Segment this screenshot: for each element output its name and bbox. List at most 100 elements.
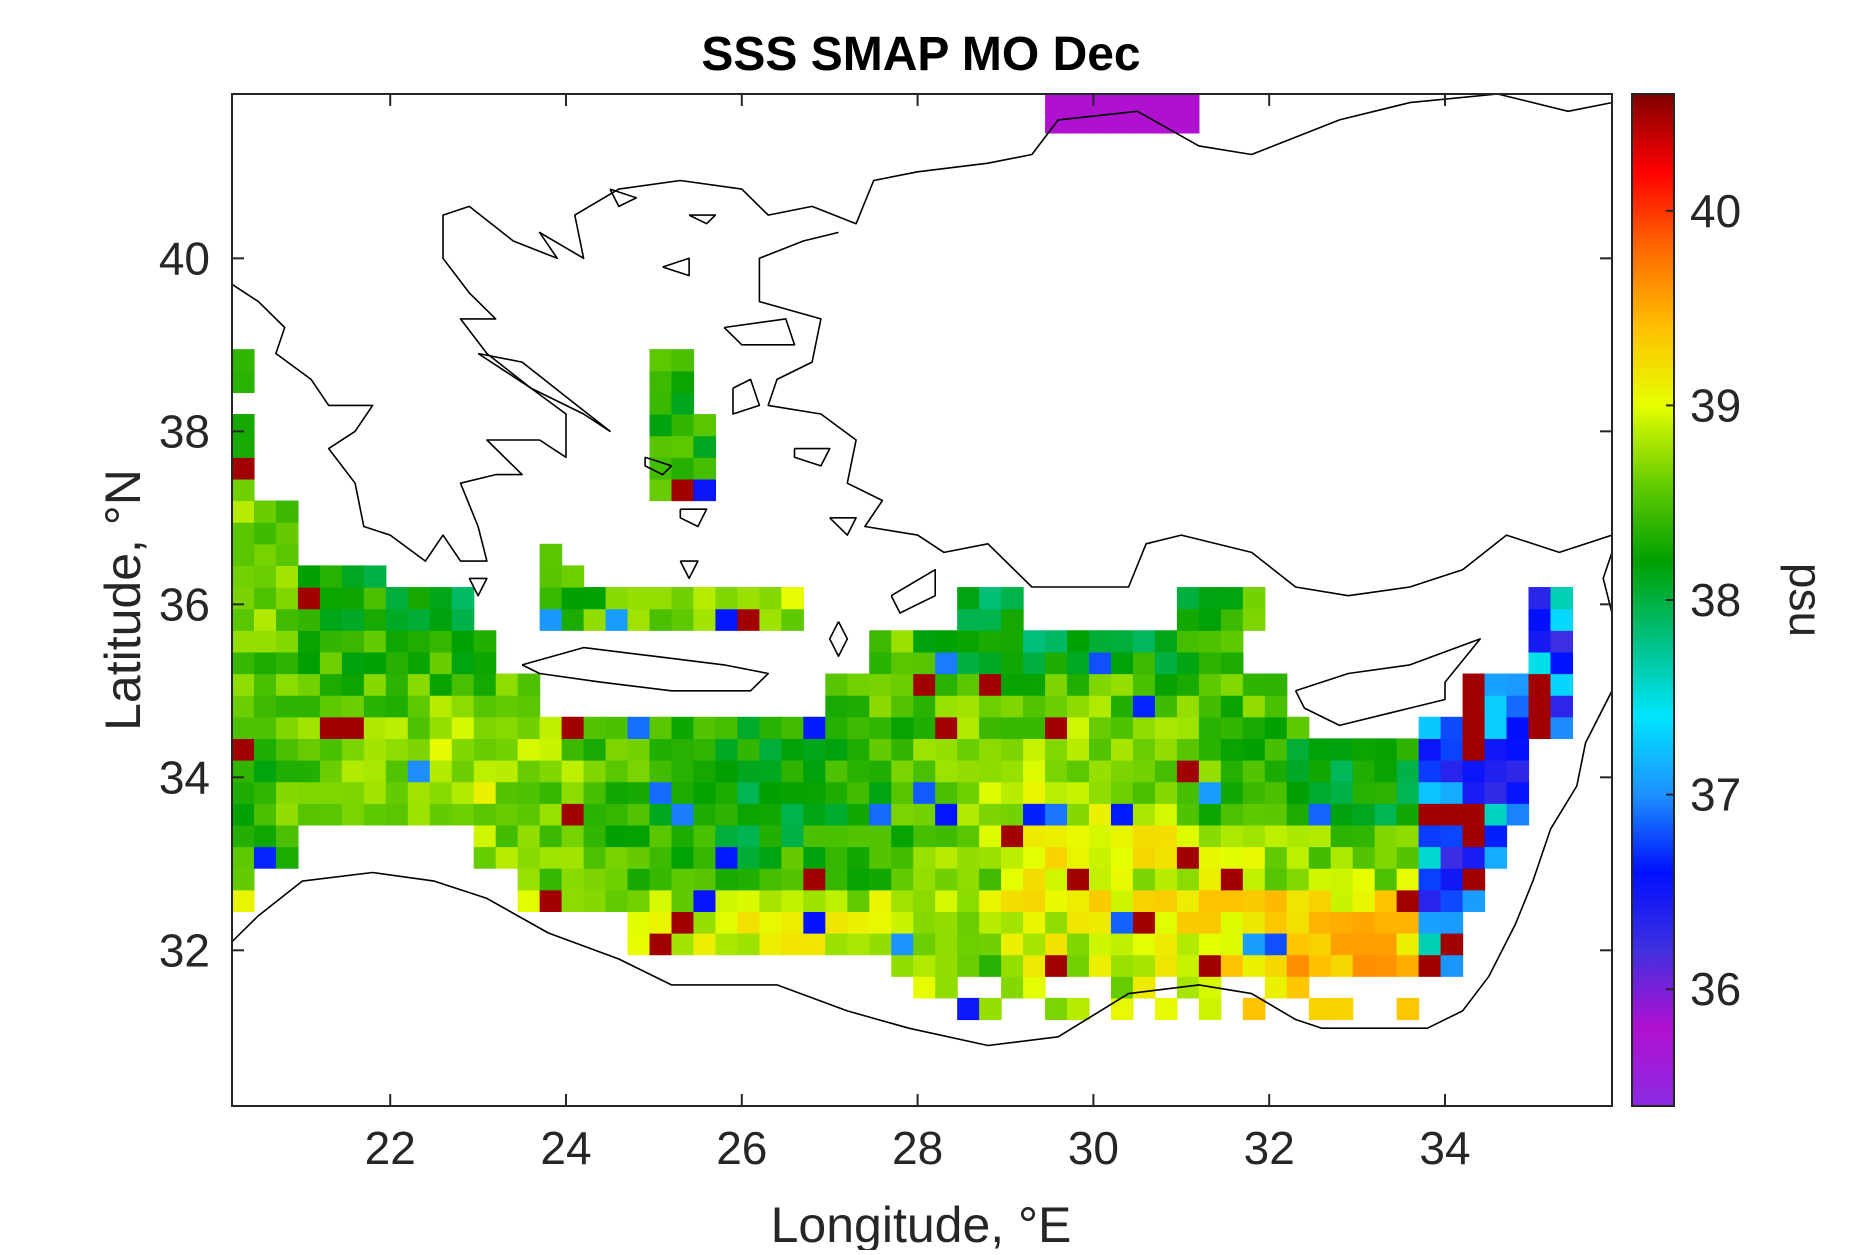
- salinity-cell: [979, 911, 1002, 934]
- salinity-cell: [759, 824, 782, 848]
- salinity-cell: [363, 651, 387, 675]
- salinity-cell: [363, 738, 387, 761]
- salinity-cell: [671, 760, 695, 783]
- coastline-segment: [793, 447, 831, 467]
- salinity-cell: [1089, 954, 1112, 977]
- salinity-cell: [451, 695, 475, 718]
- salinity-cell: [935, 630, 958, 653]
- salinity-cell: [1132, 738, 1156, 761]
- salinity-cell: [1154, 760, 1178, 783]
- salinity-cell: [1023, 738, 1046, 761]
- salinity-cell: [1110, 760, 1134, 783]
- salinity-cell: [1286, 976, 1310, 999]
- salinity-cell: [693, 933, 717, 956]
- salinity-cell: [803, 868, 826, 891]
- salinity-cell: [473, 695, 497, 718]
- salinity-cell: [913, 630, 936, 653]
- salinity-cell: [341, 760, 365, 783]
- salinity-cell: [1110, 976, 1134, 999]
- salinity-cell: [847, 673, 870, 696]
- salinity-cell: [385, 651, 409, 675]
- salinity-cell: [232, 435, 255, 458]
- salinity-cell: [1132, 846, 1156, 869]
- salinity-cell: [275, 803, 299, 826]
- coastline-segment: [609, 188, 638, 208]
- salinity-cell: [1001, 846, 1024, 869]
- salinity-cell: [715, 824, 739, 848]
- salinity-cell: [1067, 94, 1090, 112]
- salinity-cell: [1023, 976, 1046, 999]
- salinity-cell: [1264, 889, 1288, 912]
- salinity-cell: [913, 846, 936, 869]
- salinity-cell: [957, 760, 980, 783]
- salinity-cell: [957, 889, 980, 912]
- salinity-cell: [1089, 695, 1112, 718]
- salinity-cell: [232, 803, 255, 826]
- salinity-cell: [847, 824, 870, 848]
- salinity-cell: [693, 738, 717, 761]
- salinity-cell: [1220, 608, 1244, 631]
- salinity-cell: [1330, 911, 1354, 934]
- salinity-cell: [869, 651, 892, 675]
- salinity-cell: [253, 760, 277, 783]
- salinity-cell: [232, 630, 255, 653]
- salinity-cell: [495, 738, 519, 761]
- salinity-cell: [275, 543, 299, 566]
- salinity-cell: [539, 846, 563, 869]
- salinity-cell: [253, 565, 277, 588]
- salinity-cell: [979, 954, 1002, 977]
- salinity-cell: [495, 824, 519, 848]
- salinity-cell: [1242, 587, 1266, 610]
- salinity-cell: [1001, 651, 1024, 675]
- salinity-cell: [693, 435, 717, 458]
- salinity-cell: [1089, 94, 1112, 112]
- salinity-cell: [583, 803, 607, 826]
- salinity-cell: [1198, 803, 1222, 826]
- salinity-cell: [539, 587, 563, 610]
- salinity-cell: [737, 803, 760, 826]
- salinity-cell: [935, 695, 958, 718]
- salinity-cell: [473, 738, 497, 761]
- salinity-cell: [1023, 716, 1046, 739]
- salinity-cell: [1132, 781, 1156, 804]
- salinity-cell: [869, 673, 892, 696]
- salinity-cell: [517, 673, 541, 696]
- salinity-cell: [1176, 673, 1200, 696]
- salinity-cell: [517, 760, 541, 783]
- salinity-cell: [935, 954, 958, 977]
- salinity-cell: [473, 716, 497, 739]
- salinity-cell: [407, 587, 431, 610]
- salinity-cell: [583, 824, 607, 848]
- salinity-cell: [693, 868, 717, 891]
- salinity-cell: [1089, 911, 1112, 934]
- salinity-cell: [891, 695, 914, 718]
- salinity-cell: [429, 651, 453, 675]
- salinity-cell: [1330, 868, 1354, 891]
- salinity-cell: [1550, 608, 1574, 631]
- salinity-cell: [407, 630, 431, 653]
- salinity-cell: [561, 565, 585, 588]
- salinity-cell: [1154, 630, 1178, 653]
- salinity-cell: [649, 738, 673, 761]
- salinity-cell: [781, 760, 804, 783]
- salinity-cell: [1132, 651, 1156, 675]
- salinity-cell: [1110, 911, 1134, 934]
- salinity-cell: [1067, 824, 1090, 848]
- salinity-cell: [451, 673, 475, 696]
- salinity-cell: [1198, 760, 1222, 783]
- salinity-cell: [1264, 933, 1288, 956]
- salinity-cell: [385, 608, 409, 631]
- salinity-cell: [781, 803, 804, 826]
- salinity-cell: [671, 824, 695, 848]
- salinity-cell: [407, 760, 431, 783]
- salinity-cell: [1198, 868, 1222, 891]
- salinity-cell: [1132, 803, 1156, 826]
- salinity-cell: [275, 781, 299, 804]
- salinity-cell: [1067, 911, 1090, 934]
- salinity-cell: [1550, 673, 1574, 696]
- salinity-cell: [1176, 824, 1200, 848]
- salinity-cell: [891, 803, 914, 826]
- salinity-cell: [891, 781, 914, 804]
- salinity-cell: [1001, 716, 1024, 739]
- salinity-cell: [1023, 760, 1046, 783]
